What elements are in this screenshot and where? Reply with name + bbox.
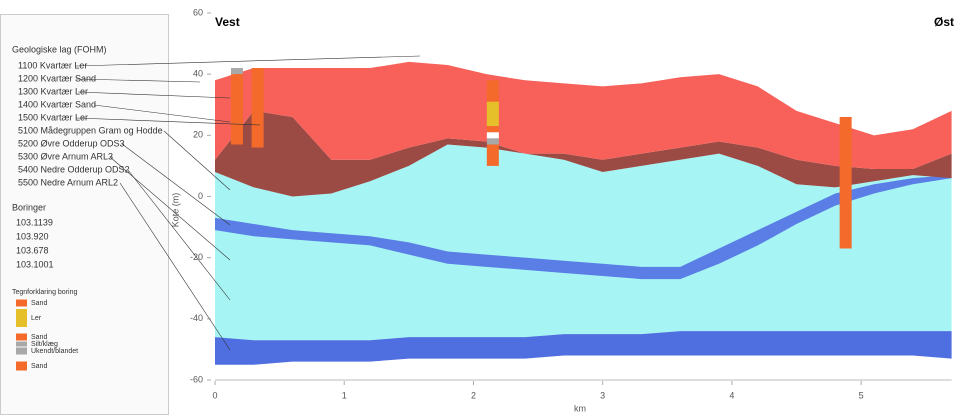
layer-name: 5300 Øvre Arnum ARL3 (18, 151, 113, 161)
key-label: Sand (31, 300, 47, 307)
key-label: Ler (31, 315, 42, 322)
bore-segment (486, 138, 499, 145)
y-tick-label: 20 (193, 130, 203, 140)
layer-name: 1300 Kvartær Ler (18, 86, 88, 96)
x-tick-label: 4 (729, 390, 734, 400)
layer-name: 5100 Mådegruppen Gram og Hodde (18, 125, 163, 135)
x-axis-label: km (574, 403, 586, 413)
boring-name: 103.920 (16, 231, 49, 241)
bore-segment (486, 80, 499, 102)
key-swatch (16, 333, 27, 341)
x-tick-label: 3 (600, 390, 605, 400)
y-axis-label: Kote (m) (170, 193, 180, 228)
layer-name: 5500 Nedre Arnum ARL2 (18, 177, 118, 187)
bore-segment (230, 68, 243, 75)
y-tick-label: 0 (198, 191, 203, 201)
layer-name: 1200 Kvartær Sand (18, 73, 96, 83)
layer-name: 1100 Kvartær Ler (18, 60, 87, 70)
x-tick-label: 2 (471, 390, 476, 400)
boring-name: 103.1001 (16, 259, 54, 269)
geologic-layer (215, 144, 952, 341)
key-swatch (16, 299, 27, 307)
key-label: Sand (31, 334, 47, 341)
y-tick-label: -60 (190, 374, 203, 384)
leader-lines (75, 55, 421, 351)
geologic-layer (215, 175, 952, 280)
layers-title: Geologiske lag (FOHM) (12, 44, 107, 54)
geologic-layer (215, 61, 952, 169)
key-title: Tegnforklaring boring (12, 289, 77, 296)
key-label: Sand (31, 363, 47, 370)
key-swatch (16, 361, 27, 371)
layer-name: 1400 Kvartær Sand (18, 99, 96, 109)
x-tick-label: 5 (859, 390, 864, 400)
bore-segment (230, 74, 243, 145)
sidebar: Geologiske lag (FOHM) 1100 Kvartær Ler 120… (12, 44, 163, 371)
layer-name: 5400 Nedre Odderup ODS2 (18, 164, 130, 174)
x-tick-label: 1 (342, 390, 347, 400)
bore-segment (486, 101, 499, 127)
left-label: Vest (215, 15, 240, 29)
key-swatch (16, 347, 27, 355)
key-label: Silt/klæg (31, 341, 58, 348)
key-swatch (16, 341, 27, 347)
key-label: Ukendt/blandet (31, 348, 78, 355)
geologic-layer (215, 331, 952, 365)
y-tick-label: -40 (190, 313, 203, 323)
x-tick-label: 0 (212, 390, 217, 400)
key-swatch (16, 309, 27, 327)
bore-segment (486, 126, 499, 133)
geologic-layer (215, 110, 952, 197)
y-tick-label: 60 (193, 7, 203, 17)
borings-title: Boringer (12, 202, 46, 212)
y-tick-label: 40 (193, 69, 203, 79)
layer-name: 1500 Kvartær Ler (18, 112, 88, 122)
bore-segment (486, 144, 499, 166)
right-label: Øst (934, 15, 954, 29)
layer-name: 5200 Øvre Odderup ODS3 (18, 138, 125, 148)
boring-name: 103.678 (16, 245, 49, 255)
boring-name: 103.1139 (16, 217, 53, 227)
bore-segment (839, 116, 852, 249)
bore-segment (486, 132, 499, 139)
bore-segment (251, 68, 264, 148)
